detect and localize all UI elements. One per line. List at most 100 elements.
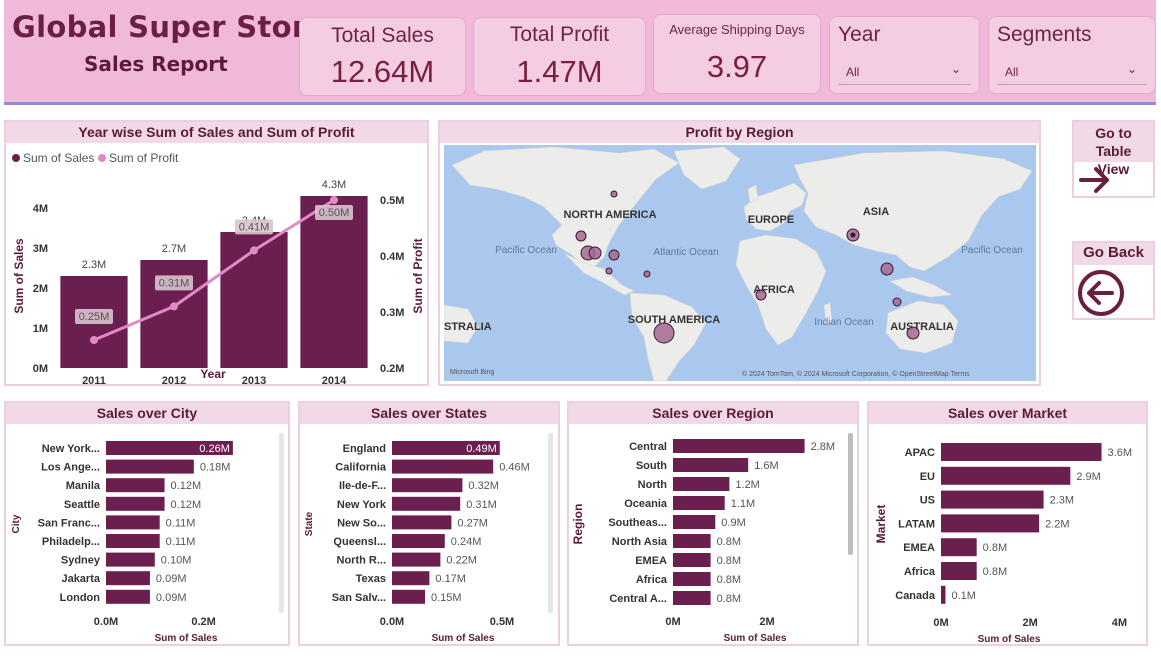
- bar[interactable]: [941, 562, 977, 580]
- bar[interactable]: [673, 591, 711, 605]
- map-label-australia: AUSTRALIA: [890, 321, 954, 333]
- map-bubble[interactable]: [755, 289, 767, 301]
- world-map[interactable]: Pacific Ocean Atlantic Ocean Indian Ocea…: [444, 145, 1036, 381]
- bar[interactable]: [106, 441, 233, 455]
- x-tick-label: 4M: [1112, 617, 1127, 629]
- data-label: 0.46M: [499, 462, 530, 474]
- chart-title-city: Sales over City: [6, 403, 288, 424]
- bar[interactable]: [106, 552, 155, 567]
- x-tick-label: 2014: [322, 375, 347, 386]
- bar[interactable]: [106, 534, 160, 548]
- category-label: Central A...: [609, 593, 667, 605]
- data-label: 1.2M: [735, 479, 759, 491]
- bar[interactable]: [392, 496, 461, 511]
- bar[interactable]: [941, 514, 1040, 533]
- category-label: LATAM: [898, 518, 935, 530]
- profit-line: [93, 198, 335, 342]
- y-tick-label: 2M: [33, 283, 48, 295]
- legend-marker-sales: [12, 154, 20, 162]
- bar[interactable]: [392, 534, 445, 548]
- profit-label-bg: [155, 275, 193, 291]
- go-back-label: Go Back: [1074, 243, 1153, 265]
- map-bubble[interactable]: [575, 230, 587, 242]
- data-label: 0.18M: [200, 462, 231, 474]
- bar[interactable]: [106, 571, 150, 586]
- map-bubble[interactable]: [880, 262, 894, 276]
- bar[interactable]: [941, 466, 1071, 485]
- bar[interactable]: [941, 490, 1044, 509]
- bar[interactable]: [106, 589, 150, 604]
- go-back-button[interactable]: Go Back: [1072, 241, 1155, 320]
- bar[interactable]: [941, 443, 1102, 461]
- slicer-segments[interactable]: Segments All ⌄: [988, 16, 1156, 94]
- go-to-table-view-button[interactable]: Go to Table View: [1072, 120, 1155, 198]
- profit-point[interactable]: [90, 336, 98, 344]
- bar[interactable]: [392, 459, 494, 474]
- slicer-segments-dropdown[interactable]: All ⌄: [997, 59, 1147, 85]
- data-label: 0.11M: [166, 536, 196, 548]
- bar[interactable]: [106, 459, 194, 474]
- map-bubble[interactable]: [643, 270, 651, 278]
- scrollbar[interactable]: [548, 433, 553, 613]
- bar[interactable]: [392, 515, 452, 530]
- data-label: 0.09M: [156, 573, 187, 585]
- bar[interactable]: [673, 439, 805, 453]
- profit-label-bg: [235, 219, 273, 235]
- category-label: North Asia: [612, 536, 668, 548]
- slicer-year[interactable]: Year All ⌄: [829, 16, 980, 94]
- bar[interactable]: [392, 552, 441, 567]
- map-bubble[interactable]: [608, 249, 620, 261]
- chart-title-market: Sales over Market: [869, 403, 1146, 424]
- bar[interactable]: [941, 538, 977, 557]
- category-label: North: [638, 479, 668, 491]
- chevron-down-icon[interactable]: ⌄: [950, 62, 961, 76]
- bar[interactable]: [392, 441, 500, 455]
- bar[interactable]: [106, 496, 165, 511]
- bar[interactable]: [673, 477, 730, 491]
- slicer-year-dropdown[interactable]: All ⌄: [838, 59, 971, 85]
- map-bubble[interactable]: [653, 322, 675, 344]
- kpi-avg-shipping-label: Average Shipping Days: [669, 22, 805, 37]
- bar[interactable]: [673, 534, 711, 548]
- profit-point[interactable]: [330, 196, 338, 204]
- bar[interactable]: [392, 571, 430, 586]
- map-bubble[interactable]: [605, 267, 613, 275]
- scrollbar[interactable]: [279, 433, 284, 613]
- category-label: Philadelp...: [42, 536, 100, 548]
- map-bubble[interactable]: [906, 326, 920, 340]
- y-tick-label: 4M: [33, 203, 48, 215]
- bar[interactable]: [941, 585, 946, 604]
- bar[interactable]: [673, 572, 711, 586]
- category-label: EMEA: [635, 555, 667, 567]
- bar[interactable]: [673, 496, 725, 510]
- chart-title-region: Sales over Region: [569, 403, 857, 424]
- category-label: Los Ange...: [41, 462, 100, 474]
- data-label: 0.09M: [156, 592, 187, 604]
- data-label: 2.9M: [1076, 471, 1100, 483]
- sales-bar[interactable]: [300, 196, 368, 368]
- data-label: 0.10M: [161, 555, 192, 567]
- bar[interactable]: [106, 515, 160, 530]
- x-axis-title: Year: [200, 367, 226, 381]
- bar[interactable]: [392, 478, 463, 493]
- y-tick-label: 0M: [33, 363, 48, 375]
- y-axis-title: Sum of Sales: [12, 238, 26, 314]
- bar[interactable]: [392, 589, 425, 604]
- bar[interactable]: [106, 478, 165, 493]
- scrollbar[interactable]: [848, 433, 853, 555]
- profit-point[interactable]: [170, 302, 178, 311]
- chevron-down-icon[interactable]: ⌄: [1126, 62, 1137, 76]
- category-label: Ile-de-F...: [339, 480, 386, 492]
- map-bubble[interactable]: [892, 297, 902, 307]
- data-label: 0.17M: [435, 573, 466, 585]
- bar[interactable]: [673, 458, 749, 472]
- profit-point[interactable]: [250, 246, 258, 255]
- bar[interactable]: [673, 553, 711, 567]
- sales-bar[interactable]: [220, 232, 288, 368]
- city-bar-chart: New York... 0.26M Los Ange... 0.18M Manila 0.…: [11, 433, 284, 644]
- map-bubble[interactable]: [588, 246, 602, 260]
- data-label: 0.11M: [166, 517, 196, 529]
- map-bubble[interactable]: [610, 190, 618, 198]
- bar[interactable]: [673, 515, 716, 529]
- category-label: EMEA: [903, 542, 935, 554]
